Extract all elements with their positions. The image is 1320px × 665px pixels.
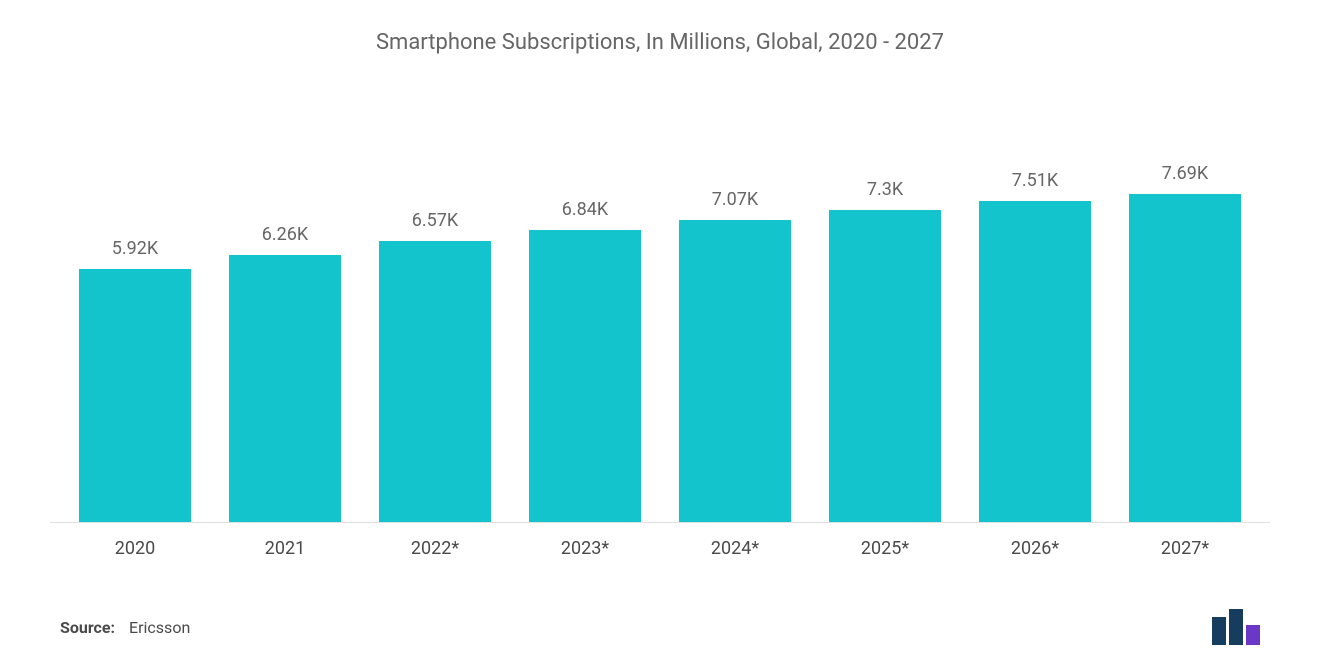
bar (79, 269, 191, 522)
logo-bar-icon (1212, 617, 1226, 645)
logo-bar-icon (1246, 625, 1260, 645)
x-axis-label: 2022* (369, 538, 501, 559)
bar-group: 7.07K (669, 95, 801, 522)
bar (979, 201, 1091, 522)
bar-group: 5.92K (69, 95, 201, 522)
x-axis-label: 2027* (1119, 538, 1251, 559)
x-axis-label: 2026* (969, 538, 1101, 559)
bar-value-label: 7.51K (1012, 170, 1058, 191)
bar-group: 7.69K (1119, 95, 1251, 522)
x-axis-label: 2025* (819, 538, 951, 559)
bar-value-label: 5.92K (112, 238, 158, 259)
plot-area: 5.92K 6.26K 6.57K 6.84K 7.07K 7.3K 7.51K 7.69K (50, 95, 1270, 523)
bar (829, 210, 941, 522)
bar-value-label: 7.3K (867, 179, 903, 200)
logo-bar-icon (1229, 609, 1243, 645)
brand-logo (1212, 609, 1260, 645)
bar-value-label: 6.26K (262, 224, 308, 245)
bar (679, 220, 791, 522)
bar (229, 255, 341, 522)
x-axis-label: 2024* (669, 538, 801, 559)
footer-row: Source: Ericsson (50, 609, 1270, 645)
x-axis-label: 2023* (519, 538, 651, 559)
bar-group: 6.84K (519, 95, 651, 522)
bar (529, 230, 641, 522)
bar (379, 241, 491, 522)
source-text: Source: Ericsson (60, 618, 190, 637)
x-axis-label: 2020 (69, 538, 201, 559)
bar-group: 7.3K (819, 95, 951, 522)
bar-value-label: 6.84K (562, 199, 608, 220)
source-value: Ericsson (129, 618, 190, 637)
bar-group: 7.51K (969, 95, 1101, 522)
source-label: Source: (60, 618, 115, 637)
chart-title: Smartphone Subscriptions, In Millions, G… (50, 30, 1270, 55)
chart-container: Smartphone Subscriptions, In Millions, G… (0, 0, 1320, 665)
bar-group: 6.26K (219, 95, 351, 522)
bar (1129, 194, 1241, 522)
x-axis-label: 2021 (219, 538, 351, 559)
bar-value-label: 7.69K (1162, 163, 1208, 184)
bar-value-label: 6.57K (412, 210, 458, 231)
bar-value-label: 7.07K (712, 189, 758, 210)
bar-group: 6.57K (369, 95, 501, 522)
x-axis-labels: 2020 2021 2022* 2023* 2024* 2025* 2026* 2027* (50, 538, 1270, 559)
